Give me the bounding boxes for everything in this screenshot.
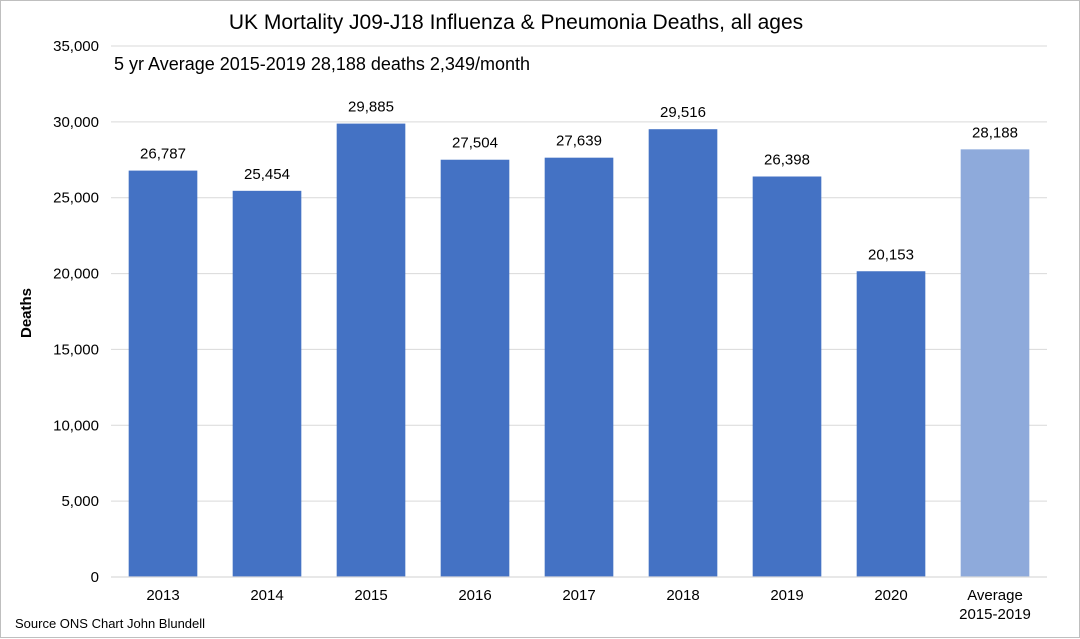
data-label: 29,885	[348, 99, 394, 116]
x-tick-label: 2013	[146, 587, 179, 604]
chart-title: UK Mortality J09-J18 Influenza & Pneumon…	[229, 11, 803, 34]
data-label: 29,516	[660, 104, 706, 121]
bar	[336, 123, 406, 577]
x-tick-label: 2014	[250, 587, 283, 604]
x-tick-label: Average	[967, 587, 1023, 604]
bar	[128, 170, 198, 577]
x-tick-label: 2020	[874, 587, 907, 604]
y-tick-label: 15,000	[53, 341, 99, 358]
data-label: 20,153	[868, 246, 914, 263]
x-tick-label: 2015-2019	[959, 606, 1031, 623]
x-tick-label: 2016	[458, 587, 491, 604]
data-label: 27,504	[452, 135, 498, 152]
chart-subtitle: 5 yr Average 2015-2019 28,188 deaths 2,3…	[114, 54, 530, 74]
x-tick-label: 2018	[666, 587, 699, 604]
data-label: 28,188	[972, 124, 1018, 141]
bar	[960, 149, 1030, 577]
bar	[544, 157, 614, 577]
bar	[232, 190, 302, 577]
y-tick-label: 30,000	[53, 114, 99, 131]
data-label: 26,787	[140, 146, 186, 163]
y-tick-label: 25,000	[53, 190, 99, 207]
y-tick-label: 35,000	[53, 38, 99, 55]
x-tick-label: 2017	[562, 587, 595, 604]
x-tick-label: 2015	[354, 587, 387, 604]
bar	[648, 129, 718, 577]
data-label: 25,454	[244, 166, 290, 183]
bar	[440, 159, 510, 577]
x-tick-label: 2019	[770, 587, 803, 604]
bar	[752, 176, 822, 577]
y-axis-title: Deaths	[18, 288, 35, 338]
data-label: 26,398	[764, 152, 810, 169]
y-tick-label: 5,000	[61, 493, 99, 510]
y-tick-label: 0	[91, 569, 99, 586]
y-tick-label: 10,000	[53, 417, 99, 434]
source-note: Source ONS Chart John Blundell	[15, 616, 205, 631]
bar	[856, 271, 926, 577]
y-tick-label: 20,000	[53, 266, 99, 283]
data-label: 27,639	[556, 133, 602, 150]
